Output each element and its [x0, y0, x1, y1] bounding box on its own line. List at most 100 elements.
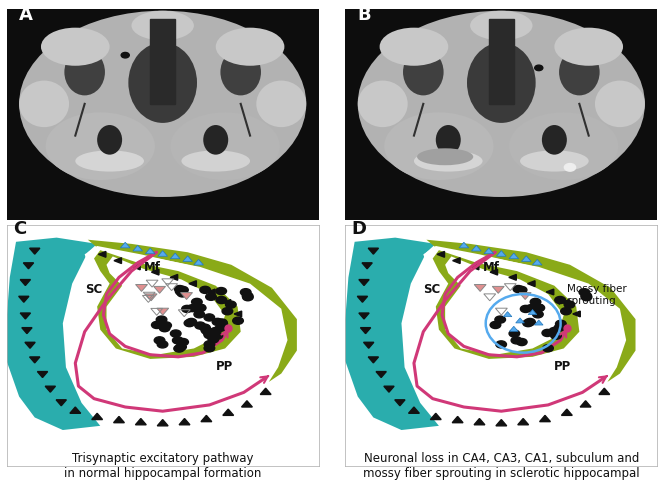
Circle shape [542, 330, 552, 337]
Text: C: C [13, 220, 26, 238]
Ellipse shape [380, 29, 448, 67]
Circle shape [121, 53, 129, 59]
Circle shape [554, 297, 565, 304]
Circle shape [549, 328, 560, 335]
Ellipse shape [436, 126, 461, 156]
Ellipse shape [203, 126, 228, 156]
Polygon shape [426, 240, 635, 382]
Circle shape [212, 333, 222, 339]
Ellipse shape [128, 43, 197, 124]
Ellipse shape [181, 151, 250, 172]
Text: Trisynaptic excitatory pathway
in normal hippocampal formation: Trisynaptic excitatory pathway in normal… [64, 451, 262, 479]
Circle shape [226, 301, 236, 309]
Circle shape [200, 324, 210, 332]
Circle shape [495, 316, 505, 324]
Circle shape [556, 321, 566, 328]
Circle shape [175, 288, 186, 296]
Circle shape [517, 339, 527, 346]
Polygon shape [345, 238, 439, 430]
Ellipse shape [256, 82, 306, 128]
Circle shape [182, 306, 193, 313]
Ellipse shape [542, 126, 567, 156]
Circle shape [171, 330, 181, 337]
Circle shape [216, 288, 226, 295]
Circle shape [191, 299, 202, 306]
Circle shape [525, 319, 535, 326]
Circle shape [186, 319, 197, 326]
Circle shape [204, 345, 214, 352]
Circle shape [564, 164, 576, 172]
Circle shape [177, 290, 188, 297]
Ellipse shape [19, 82, 69, 128]
Circle shape [195, 305, 206, 312]
Text: SC: SC [85, 282, 102, 295]
Circle shape [534, 305, 544, 312]
Circle shape [195, 323, 205, 329]
Circle shape [176, 344, 187, 351]
Circle shape [521, 306, 531, 313]
Text: SC: SC [424, 282, 440, 295]
Circle shape [157, 341, 168, 348]
Ellipse shape [595, 82, 645, 128]
Ellipse shape [64, 50, 105, 96]
Circle shape [173, 337, 183, 344]
Circle shape [581, 294, 592, 301]
Polygon shape [414, 246, 608, 374]
Ellipse shape [470, 12, 533, 41]
Text: Mf: Mf [144, 261, 161, 274]
Circle shape [216, 319, 227, 326]
Circle shape [232, 318, 243, 324]
Circle shape [216, 324, 226, 332]
Ellipse shape [559, 50, 600, 96]
Ellipse shape [220, 50, 261, 96]
Ellipse shape [46, 113, 155, 180]
Circle shape [533, 311, 543, 318]
Circle shape [159, 325, 170, 332]
Circle shape [560, 308, 571, 315]
Ellipse shape [358, 12, 645, 198]
Ellipse shape [358, 82, 408, 128]
Ellipse shape [403, 50, 444, 96]
Text: Neuronal loss in CA4, CA3, CA1, subculum and
mossy fiber sprouting in sclerotic : Neuronal loss in CA4, CA3, CA1, subculum… [363, 451, 639, 480]
Ellipse shape [509, 113, 618, 180]
Circle shape [208, 336, 218, 343]
Circle shape [517, 287, 527, 294]
Circle shape [222, 308, 232, 315]
Circle shape [242, 294, 253, 301]
Circle shape [513, 286, 524, 293]
Circle shape [203, 330, 214, 337]
Ellipse shape [131, 12, 194, 41]
Circle shape [206, 294, 216, 301]
Polygon shape [445, 257, 564, 355]
Text: B: B [358, 6, 371, 24]
Polygon shape [94, 251, 240, 359]
Ellipse shape [554, 29, 623, 67]
Circle shape [204, 332, 214, 339]
Circle shape [535, 66, 543, 72]
Circle shape [554, 324, 565, 332]
Circle shape [212, 319, 223, 326]
Circle shape [581, 293, 592, 300]
Ellipse shape [75, 151, 144, 172]
Ellipse shape [41, 29, 110, 67]
Circle shape [178, 339, 189, 346]
Circle shape [184, 320, 195, 327]
Circle shape [195, 304, 205, 312]
Ellipse shape [467, 43, 536, 124]
Circle shape [242, 293, 253, 300]
Ellipse shape [216, 29, 284, 67]
Polygon shape [433, 251, 579, 359]
Circle shape [200, 287, 210, 294]
Circle shape [526, 305, 537, 312]
Circle shape [194, 311, 205, 318]
Bar [489, 20, 514, 105]
Polygon shape [7, 238, 100, 430]
Circle shape [490, 322, 501, 329]
Circle shape [154, 337, 165, 344]
Ellipse shape [97, 126, 122, 156]
Polygon shape [75, 246, 269, 374]
Circle shape [530, 299, 540, 306]
Circle shape [175, 286, 185, 293]
Circle shape [564, 301, 575, 309]
Text: Mf: Mf [483, 261, 499, 274]
